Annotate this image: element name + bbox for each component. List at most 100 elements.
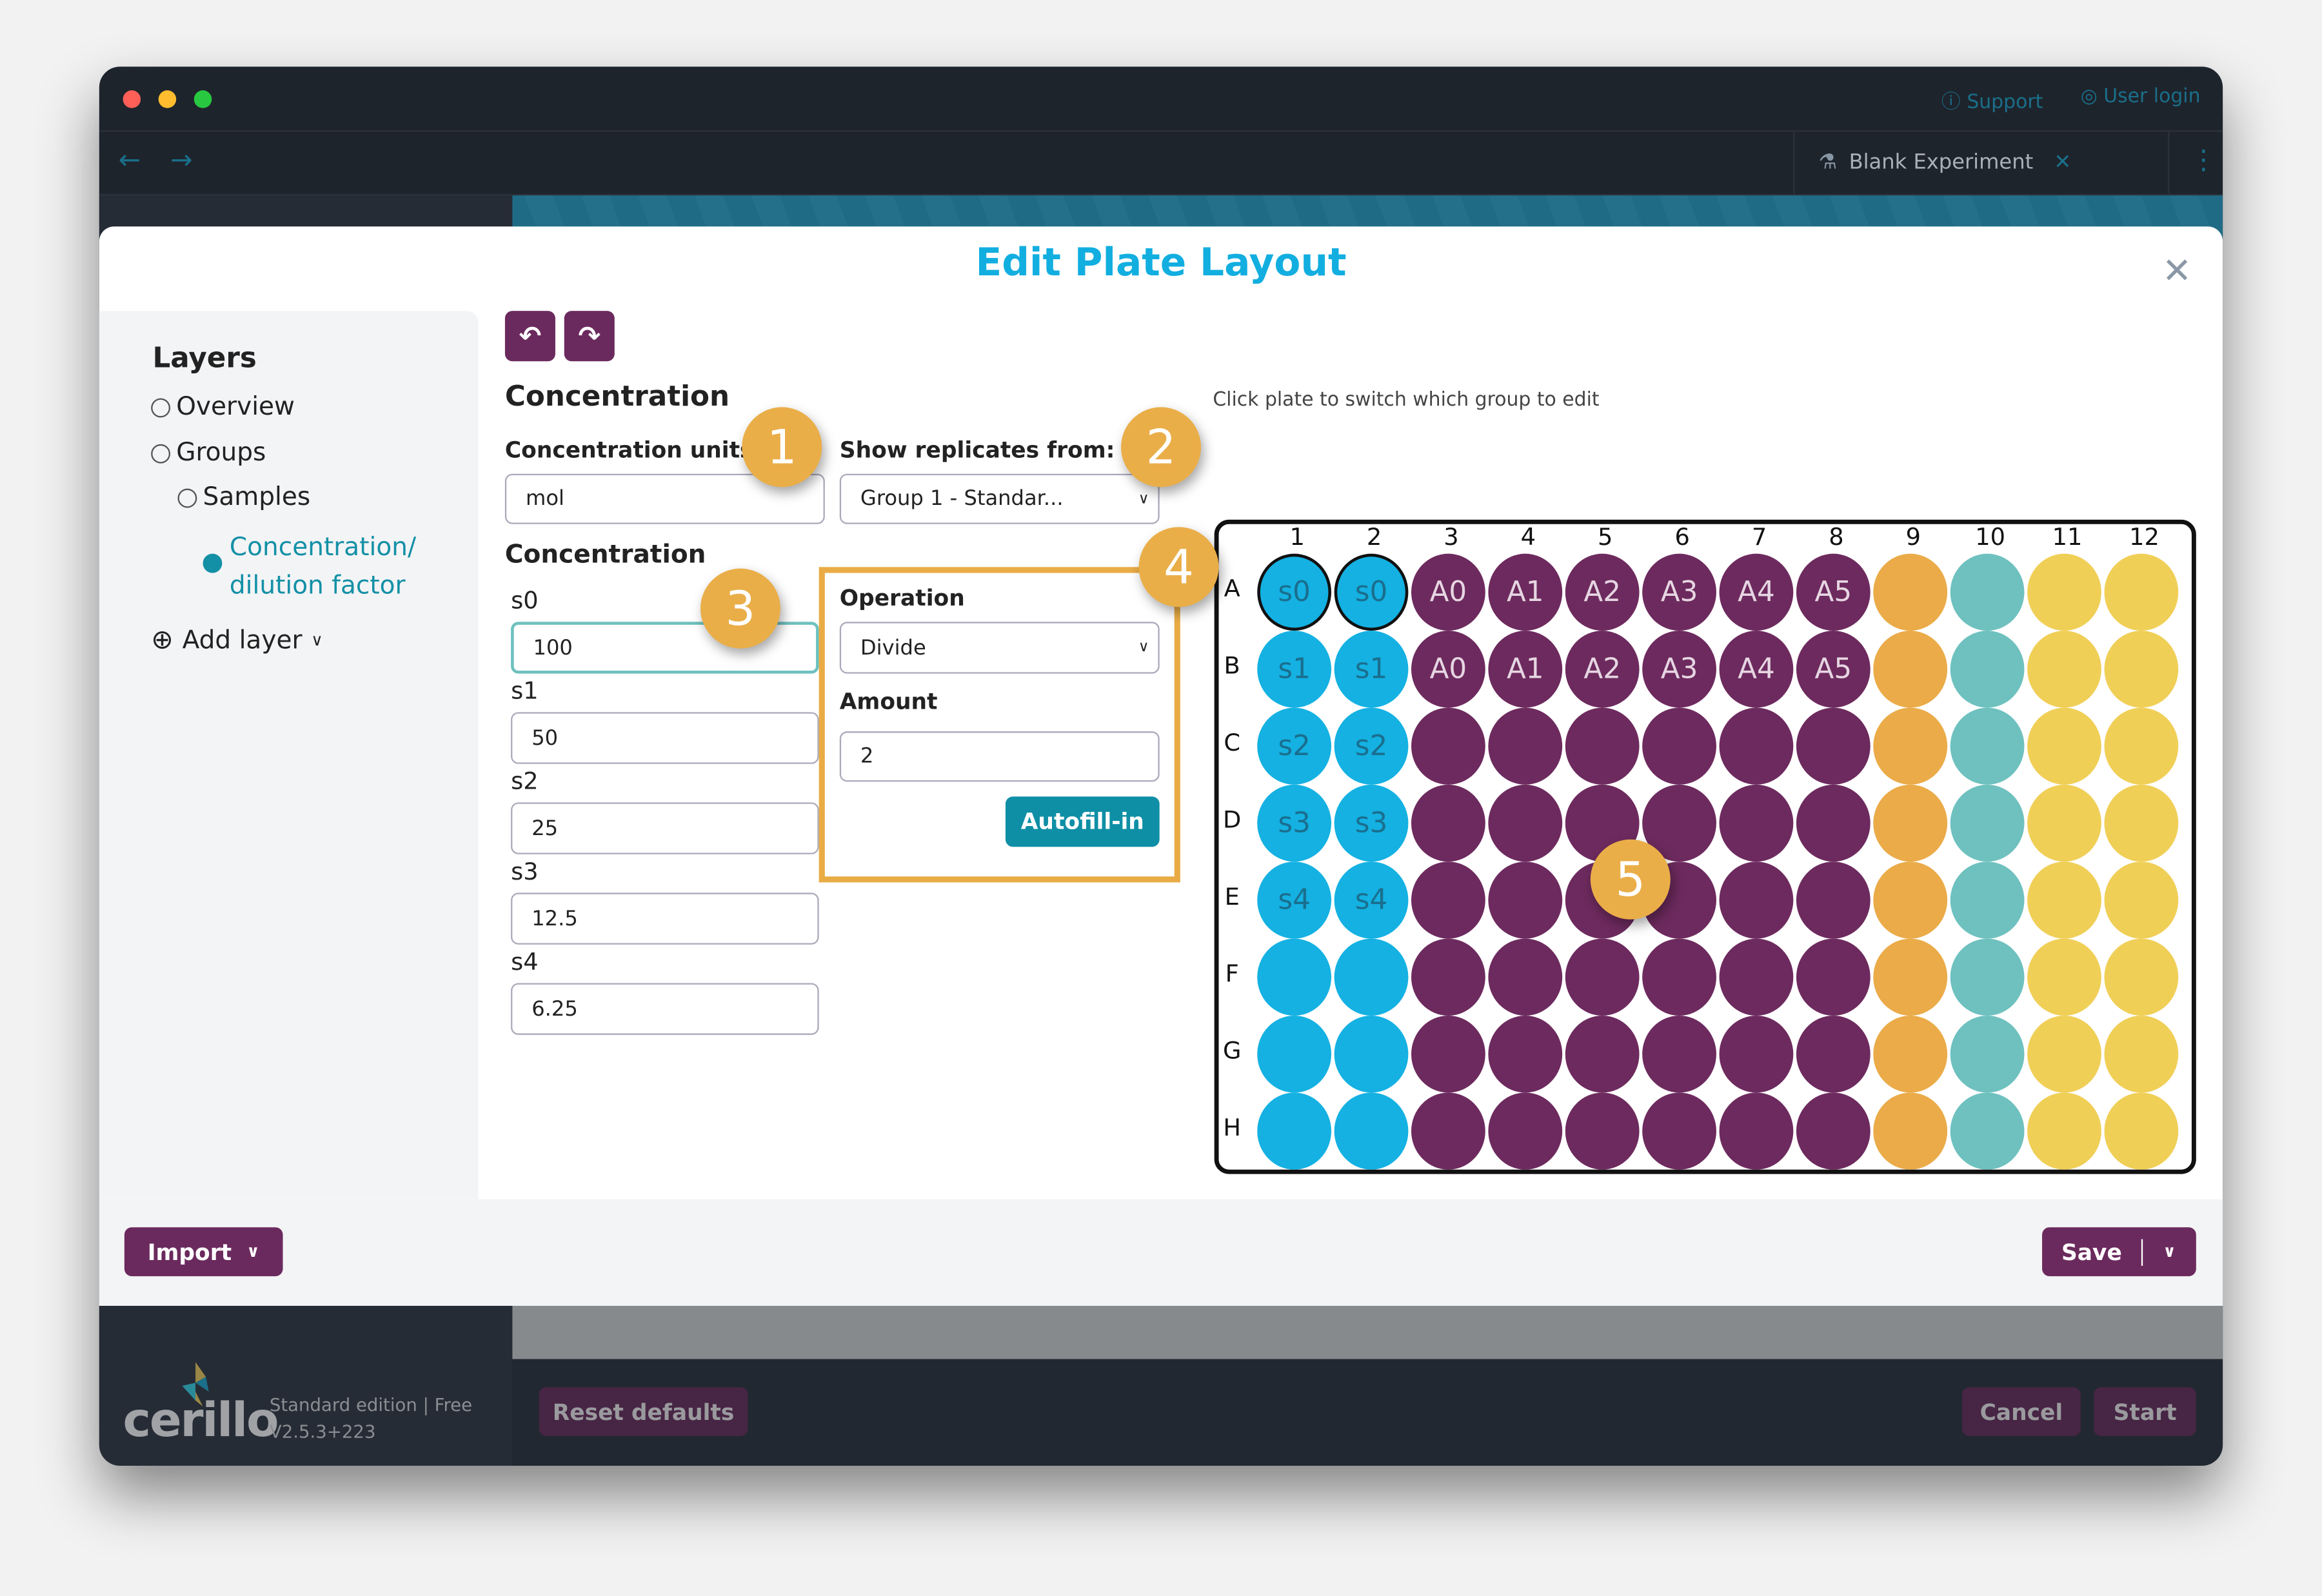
- operation-select[interactable]: Divide ∨: [839, 622, 1160, 674]
- well-H8[interactable]: [1796, 1092, 1870, 1170]
- well-E12[interactable]: [2104, 862, 2179, 939]
- replicates-select[interactable]: Group 1 - Standar... ∨: [839, 473, 1160, 524]
- well-B1[interactable]: s1: [1257, 631, 1332, 708]
- well-G8[interactable]: [1796, 1015, 1870, 1093]
- well-D10[interactable]: [1950, 784, 2025, 862]
- well-C11[interactable]: [2027, 707, 2101, 785]
- more-vertical-icon[interactable]: ⋮: [2190, 144, 2217, 177]
- well-F11[interactable]: [2027, 938, 2101, 1016]
- well-F8[interactable]: [1796, 938, 1870, 1016]
- well-H4[interactable]: [1488, 1092, 1563, 1170]
- well-A10[interactable]: [1950, 553, 2025, 631]
- well-B12[interactable]: [2104, 631, 2179, 708]
- standard-s4-input[interactable]: 6.25: [511, 983, 819, 1035]
- well-C10[interactable]: [1950, 707, 2025, 785]
- close-tab-icon[interactable]: ✕: [2054, 151, 2072, 175]
- standard-s2-input[interactable]: 25: [511, 802, 819, 854]
- well-E2[interactable]: s4: [1334, 862, 1409, 939]
- well-A5[interactable]: A2: [1565, 553, 1640, 631]
- redo-button[interactable]: ↷: [564, 311, 615, 362]
- well-G1[interactable]: [1257, 1015, 1332, 1093]
- layer-groups[interactable]: Groups: [151, 438, 266, 468]
- well-B4[interactable]: A1: [1488, 631, 1563, 708]
- well-H11[interactable]: [2027, 1092, 2101, 1170]
- radio-selected-icon[interactable]: [203, 553, 223, 573]
- well-D11[interactable]: [2027, 784, 2101, 862]
- well-C5[interactable]: [1565, 707, 1640, 785]
- well-A3[interactable]: A0: [1411, 553, 1485, 631]
- cancel-button[interactable]: Cancel: [1962, 1387, 2081, 1437]
- well-D9[interactable]: [1873, 784, 1948, 862]
- well-C4[interactable]: [1488, 707, 1563, 785]
- well-E11[interactable]: [2027, 862, 2101, 939]
- back-arrow-icon[interactable]: ←: [118, 144, 141, 177]
- well-B7[interactable]: A4: [1719, 631, 1794, 708]
- reset-defaults-button[interactable]: Reset defaults: [539, 1387, 748, 1437]
- well-G9[interactable]: [1873, 1015, 1948, 1093]
- radio-icon[interactable]: [151, 443, 171, 463]
- well-F10[interactable]: [1950, 938, 2025, 1016]
- support-link[interactable]: ⓘ Support: [1941, 86, 2043, 113]
- well-F3[interactable]: [1411, 938, 1485, 1016]
- well-G10[interactable]: [1950, 1015, 2025, 1093]
- well-E7[interactable]: [1719, 862, 1794, 939]
- well-C9[interactable]: [1873, 707, 1948, 785]
- standard-s3-input[interactable]: 12.5: [511, 892, 819, 945]
- amount-input[interactable]: 2: [839, 731, 1160, 782]
- well-C8[interactable]: [1796, 707, 1870, 785]
- well-E1[interactable]: s4: [1257, 862, 1332, 939]
- well-H10[interactable]: [1950, 1092, 2025, 1170]
- well-G7[interactable]: [1719, 1015, 1794, 1093]
- well-D8[interactable]: [1796, 784, 1870, 862]
- well-E9[interactable]: [1873, 862, 1948, 939]
- standard-s1-input[interactable]: 50: [511, 712, 819, 764]
- well-G2[interactable]: [1334, 1015, 1409, 1093]
- well-A8[interactable]: A5: [1796, 553, 1870, 631]
- well-C2[interactable]: s2: [1334, 707, 1409, 785]
- well-A12[interactable]: [2104, 553, 2179, 631]
- radio-icon[interactable]: [177, 488, 197, 507]
- well-G6[interactable]: [1642, 1015, 1716, 1093]
- well-F6[interactable]: [1642, 938, 1716, 1016]
- well-A6[interactable]: A3: [1642, 553, 1716, 631]
- undo-button[interactable]: ↶: [504, 311, 555, 362]
- well-D12[interactable]: [2104, 784, 2179, 862]
- tab-blank-experiment[interactable]: ⚗ Blank Experiment ✕: [1793, 132, 2170, 194]
- well-H7[interactable]: [1719, 1092, 1794, 1170]
- import-button[interactable]: Import ∨: [124, 1227, 283, 1277]
- well-B2[interactable]: s1: [1334, 631, 1409, 708]
- well-F7[interactable]: [1719, 938, 1794, 1016]
- well-H3[interactable]: [1411, 1092, 1485, 1170]
- well-A1[interactable]: s0: [1257, 553, 1332, 631]
- autofill-in-button[interactable]: Autofill-in: [1005, 796, 1160, 847]
- well-G11[interactable]: [2027, 1015, 2101, 1093]
- well-D4[interactable]: [1488, 784, 1563, 862]
- well-H2[interactable]: [1334, 1092, 1409, 1170]
- well-C12[interactable]: [2104, 707, 2179, 785]
- well-D3[interactable]: [1411, 784, 1485, 862]
- well-F1[interactable]: [1257, 938, 1332, 1016]
- well-D2[interactable]: s3: [1334, 784, 1409, 862]
- well-A11[interactable]: [2027, 553, 2101, 631]
- close-window-button[interactable]: [123, 90, 141, 108]
- start-button[interactable]: Start: [2094, 1387, 2196, 1437]
- user-login-link[interactable]: ◎ User login: [2081, 86, 2201, 108]
- well-A9[interactable]: [1873, 553, 1948, 631]
- layer-samples[interactable]: Samples: [177, 482, 310, 512]
- well-D1[interactable]: s3: [1257, 784, 1332, 862]
- well-G12[interactable]: [2104, 1015, 2179, 1093]
- well-B11[interactable]: [2027, 631, 2101, 708]
- well-D7[interactable]: [1719, 784, 1794, 862]
- well-E3[interactable]: [1411, 862, 1485, 939]
- well-H6[interactable]: [1642, 1092, 1716, 1170]
- forward-arrow-icon[interactable]: →: [170, 144, 193, 177]
- well-H1[interactable]: [1257, 1092, 1332, 1170]
- well-B6[interactable]: A3: [1642, 631, 1716, 708]
- well-C6[interactable]: [1642, 707, 1716, 785]
- radio-icon[interactable]: [151, 397, 171, 417]
- well-E10[interactable]: [1950, 862, 2025, 939]
- layer-overview[interactable]: Overview: [151, 392, 295, 422]
- well-G5[interactable]: [1565, 1015, 1640, 1093]
- well-A7[interactable]: A4: [1719, 553, 1794, 631]
